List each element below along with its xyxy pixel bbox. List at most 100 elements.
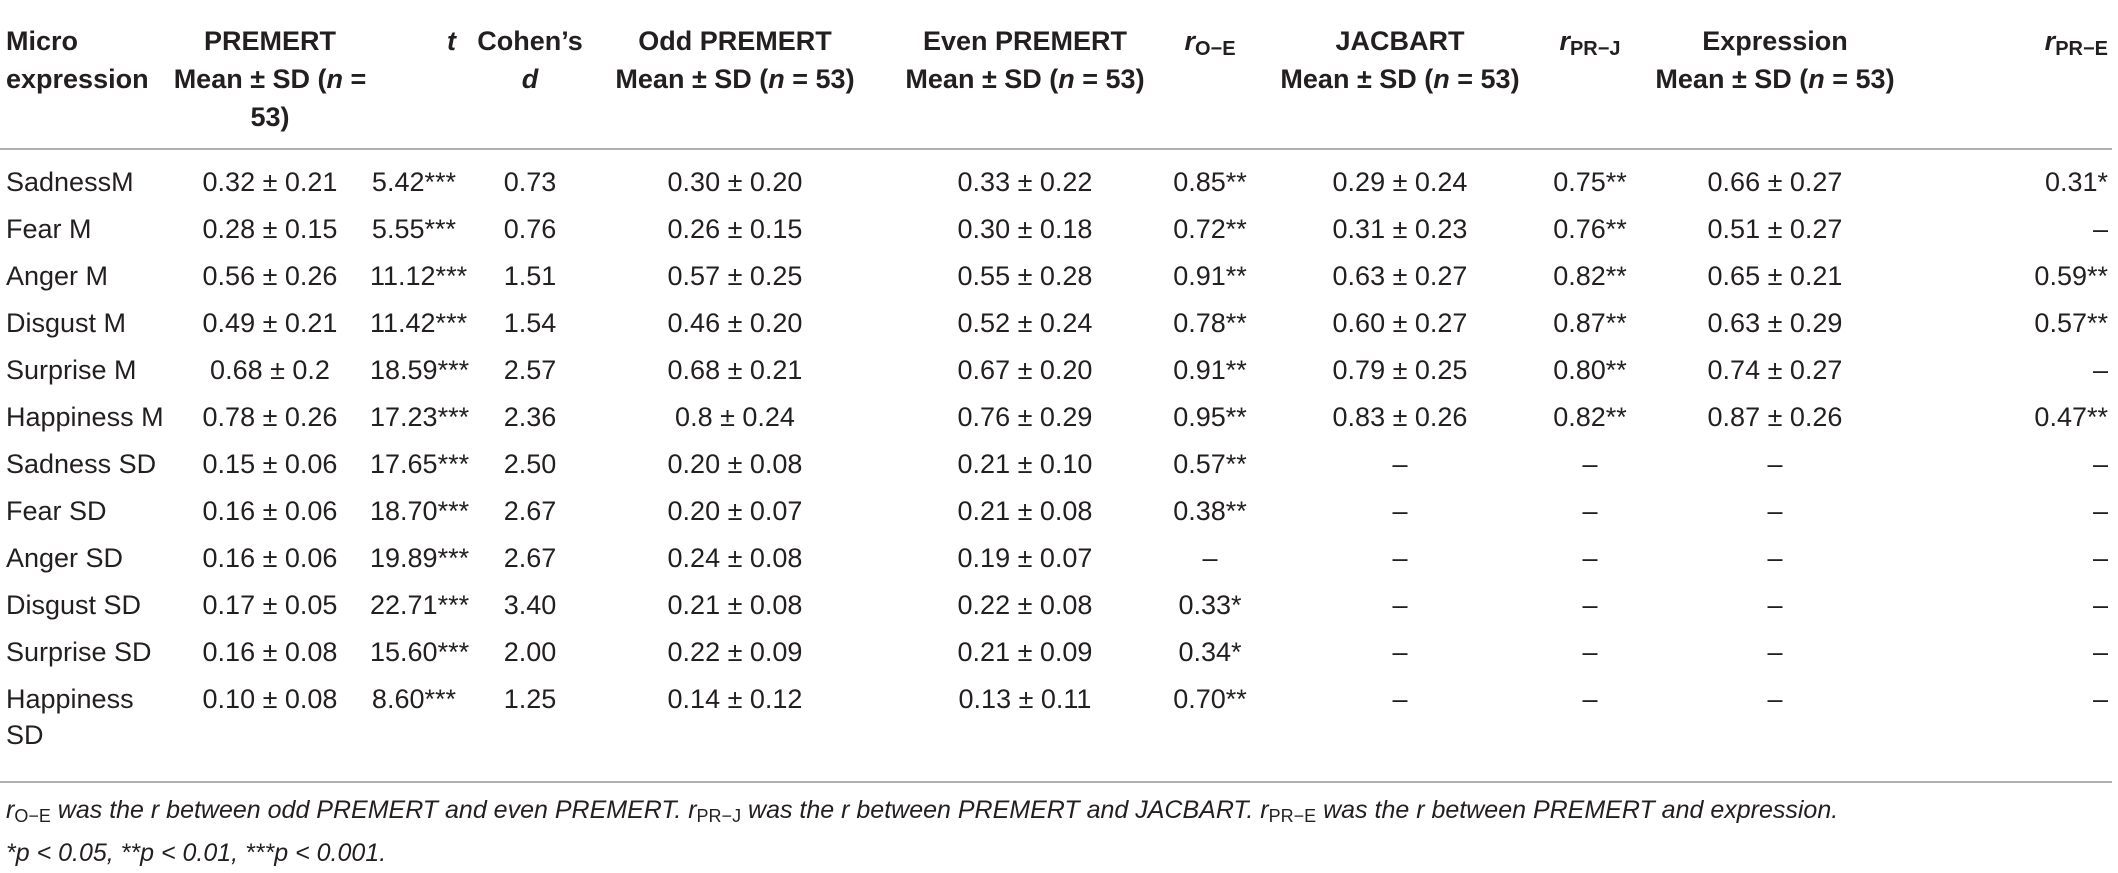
cell-micro-expression: Surprise SD	[6, 637, 152, 667]
cell-even-premert: 0.19 ± 0.07	[957, 543, 1093, 573]
cell-micro-expression: Anger SD	[6, 543, 124, 573]
cell-micro-expression: Happiness M	[6, 402, 164, 432]
cell-premert: 0.17 ± 0.05	[202, 590, 338, 620]
footnote-divider	[0, 781, 2112, 783]
cell-even-premert: 0.21 ± 0.10	[957, 449, 1093, 479]
cell-odd-premert: 0.68 ± 0.21	[667, 355, 803, 385]
cell-r-premert-jacbart: –	[1582, 590, 1598, 620]
cell-r-premert-jacbart: 0.75**	[1553, 167, 1627, 197]
cell-cohens-d: 2.36	[503, 402, 557, 432]
cell-r-odd-even: 0.38**	[1173, 496, 1247, 526]
cell-micro-expression: Surprise M	[6, 355, 137, 385]
cell-r-odd-even: –	[1202, 543, 1218, 573]
cell-jacbart: –	[1392, 684, 1408, 714]
cell-odd-premert: 0.22 ± 0.09	[667, 637, 803, 667]
cell-premert: 0.49 ± 0.21	[202, 308, 338, 338]
cell-even-premert: 0.30 ± 0.18	[957, 214, 1093, 244]
cell-jacbart: 0.60 ± 0.27	[1332, 308, 1468, 338]
cell-cohens-d: 2.50	[503, 449, 557, 479]
cell-r-premert-expression: –	[2092, 496, 2108, 526]
cell-r-premert-jacbart: 0.82**	[1553, 402, 1627, 432]
cell-jacbart: 0.63 ± 0.27	[1332, 261, 1468, 291]
cell-jacbart: 0.79 ± 0.25	[1332, 355, 1468, 385]
cell-cohens-d: 1.51	[503, 261, 557, 291]
cell-even-premert: 0.13 ± 0.11	[958, 684, 1092, 714]
cell-t: 22.71***	[370, 590, 470, 620]
header-r-premert-expression: rPR−E	[1920, 12, 2112, 150]
cell-micro-expression: SadnessM	[6, 167, 134, 197]
cell-cohens-d: 2.67	[503, 496, 557, 526]
cell-premert: 0.10 ± 0.08	[202, 684, 338, 714]
cell-r-premert-expression: 0.59**	[2034, 261, 2108, 291]
header-jacbart: JACBART Mean ± SD (n = 53)	[1250, 12, 1550, 150]
cell-expression: 0.87 ± 0.26	[1707, 402, 1843, 432]
cell-r-premert-jacbart: 0.80**	[1553, 355, 1627, 385]
cell-odd-premert: 0.14 ± 0.12	[667, 684, 803, 714]
cell-jacbart: 0.31 ± 0.23	[1332, 214, 1468, 244]
table-row: SadnessM 0.32 ± 0.21 5.42*** 0.73 0.30 ± 0.2…	[0, 149, 2112, 206]
cell-r-odd-even: 0.57**	[1173, 449, 1247, 479]
cell-micro-expression: Disgust SD	[6, 590, 142, 620]
cell-cohens-d: 2.57	[503, 355, 557, 385]
cell-r-premert-expression: –	[2092, 449, 2108, 479]
cell-jacbart: –	[1392, 590, 1408, 620]
cell-premert: 0.16 ± 0.08	[202, 637, 338, 667]
cell-r-odd-even: 0.72**	[1173, 214, 1247, 244]
cell-t: 5.55***	[371, 214, 456, 244]
cell-r-odd-even: 0.91**	[1173, 355, 1247, 385]
header-premert: PREMERT Mean ± SD (n = 53)	[170, 12, 370, 150]
results-table: Micro expression PREMERT Mean ± SD (n = …	[0, 12, 2112, 773]
header-micro-expression: Micro expression	[0, 12, 170, 150]
cell-r-premert-jacbart: –	[1582, 543, 1598, 573]
cell-r-premert-expression: –	[2092, 355, 2108, 385]
cell-r-odd-even: 0.33*	[1178, 590, 1242, 620]
cell-t: 11.42***	[370, 308, 468, 338]
header-row: Micro expression PREMERT Mean ± SD (n = …	[0, 12, 2112, 150]
cell-r-premert-expression: –	[2092, 214, 2108, 244]
cell-odd-premert: 0.46 ± 0.20	[667, 308, 803, 338]
header-r-odd-even: rO−E	[1170, 12, 1250, 150]
cell-cohens-d: 2.00	[503, 637, 557, 667]
cell-jacbart: –	[1392, 637, 1408, 667]
cell-odd-premert: 0.8 ± 0.24	[675, 402, 795, 432]
cell-micro-expression: Fear SD	[6, 496, 107, 526]
cell-t: 19.89***	[370, 543, 470, 573]
cell-even-premert: 0.76 ± 0.29	[957, 402, 1093, 432]
header-t: t	[370, 12, 470, 150]
header-cohens-d: Cohen’s d	[470, 12, 590, 150]
cell-jacbart: 0.83 ± 0.26	[1332, 402, 1468, 432]
cell-even-premert: 0.22 ± 0.08	[957, 590, 1093, 620]
cell-t: 18.70***	[370, 496, 470, 526]
cell-r-premert-expression: –	[2092, 590, 2108, 620]
cell-micro-expression: Sadness SD	[6, 449, 157, 479]
cell-cohens-d: 0.73	[503, 167, 557, 197]
table-row: Surprise SD 0.16 ± 0.08 15.60*** 2.00 0.22 ±…	[0, 629, 2112, 676]
cell-premert: 0.16 ± 0.06	[202, 496, 338, 526]
cell-micro-expression: Anger M	[6, 261, 109, 291]
cell-r-odd-even: 0.34*	[1178, 637, 1242, 667]
cell-premert: 0.28 ± 0.15	[202, 214, 338, 244]
cell-micro-expression: Happiness SD	[6, 684, 134, 750]
cell-cohens-d: 2.67	[503, 543, 557, 573]
header-r-premert-jacbart: rPR−J	[1550, 12, 1630, 150]
cell-expression: –	[1767, 684, 1783, 714]
cell-odd-premert: 0.21 ± 0.08	[667, 590, 803, 620]
cell-expression: –	[1767, 543, 1783, 573]
cell-even-premert: 0.67 ± 0.20	[957, 355, 1093, 385]
cell-expression: –	[1767, 590, 1783, 620]
cell-r-premert-expression: 0.57**	[2034, 308, 2108, 338]
cell-jacbart: –	[1392, 449, 1408, 479]
cell-r-premert-jacbart: 0.76**	[1553, 214, 1627, 244]
table-body: SadnessM 0.32 ± 0.21 5.42*** 0.73 0.30 ± 0.2…	[0, 149, 2112, 773]
cell-r-premert-jacbart: 0.82**	[1553, 261, 1627, 291]
table-row: Fear M 0.28 ± 0.15 5.55*** 0.76 0.26 ± 0.15 0…	[0, 206, 2112, 253]
table-row: Anger M 0.56 ± 0.26 11.12*** 1.51 0.57 ± 0.2…	[0, 253, 2112, 300]
cell-premert: 0.32 ± 0.21	[202, 167, 338, 197]
cell-even-premert: 0.55 ± 0.28	[957, 261, 1093, 291]
cell-premert: 0.78 ± 0.26	[202, 402, 338, 432]
cell-expression: 0.51 ± 0.27	[1707, 214, 1843, 244]
cell-r-premert-expression: –	[2092, 637, 2108, 667]
cell-r-premert-jacbart: 0.87**	[1553, 308, 1627, 338]
cell-jacbart: –	[1392, 543, 1408, 573]
